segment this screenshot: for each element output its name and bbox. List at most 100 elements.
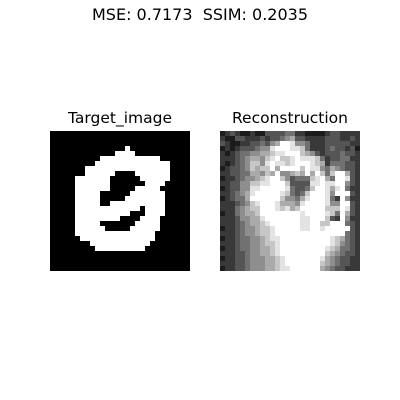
reconstruction-pixel (355, 266, 360, 271)
reconstruction-pixel (220, 221, 225, 226)
reconstruction-pixel (290, 246, 295, 251)
reconstruction-pixel (340, 266, 345, 271)
reconstruction-pixel (250, 201, 255, 206)
target-pixel (120, 206, 125, 211)
reconstruction-pixel (235, 196, 240, 201)
reconstruction-pixel (330, 266, 335, 271)
reconstruction-pixel (295, 241, 300, 246)
reconstruction-pixel (240, 186, 245, 191)
reconstruction-pixel (220, 256, 225, 261)
reconstruction-pixel (320, 146, 325, 151)
reconstruction-pixel (285, 156, 290, 161)
target-pixel (135, 201, 140, 206)
target-pixel (145, 241, 150, 246)
reconstruction-pixel (225, 251, 230, 256)
reconstruction-pixel (265, 206, 270, 211)
reconstruction-pixel (315, 231, 320, 236)
reconstruction-pixel (330, 166, 335, 171)
reconstruction-pixel (245, 191, 250, 196)
target-pixel (150, 221, 155, 226)
target-pixel (145, 221, 150, 226)
target-pixel (85, 166, 90, 171)
reconstruction-pixel (355, 221, 360, 226)
reconstruction-pixel (220, 241, 225, 246)
reconstruction-pixel (240, 241, 245, 246)
reconstruction-pixel (320, 251, 325, 256)
reconstruction-pixel (280, 201, 285, 206)
reconstruction-pixel (230, 256, 235, 261)
target-pixel (105, 211, 110, 216)
reconstruction-pixel (265, 151, 270, 156)
target-pixel (110, 236, 115, 241)
target-pixel (160, 161, 165, 166)
target-pixel (80, 231, 85, 236)
reconstruction-pixel (235, 246, 240, 251)
reconstruction-pixel (240, 151, 245, 156)
reconstruction-pixel (240, 181, 245, 186)
reconstruction-pixel (285, 186, 290, 191)
reconstruction-pixel (255, 181, 260, 186)
reconstruction-pixel (290, 241, 295, 246)
reconstruction-pixel (330, 241, 335, 246)
reconstruction-pixel (245, 186, 250, 191)
target-pixel (155, 226, 160, 231)
reconstruction-pixel (315, 141, 320, 146)
reconstruction-pixel (230, 131, 235, 136)
reconstruction-pixel (255, 256, 260, 261)
target-pixel (160, 176, 165, 181)
reconstruction-pixel (355, 136, 360, 141)
target-pixel (85, 211, 90, 216)
reconstruction-pixel (305, 146, 310, 151)
reconstruction-pixel (245, 226, 250, 231)
reconstruction-pixel (295, 166, 300, 171)
reconstruction-pixel (220, 226, 225, 231)
target-pixel (85, 236, 90, 241)
reconstruction-pixel (285, 201, 290, 206)
target-pixel (135, 231, 140, 236)
reconstruction-pixel (230, 241, 235, 246)
reconstruction-pixel (265, 226, 270, 231)
target-pixel (100, 156, 105, 161)
target-pixel (155, 176, 160, 181)
target-pixel (80, 226, 85, 231)
reconstruction-pixel (310, 256, 315, 261)
reconstruction-pixel (230, 146, 235, 151)
reconstruction-pixel (280, 246, 285, 251)
target-pixel (110, 246, 115, 251)
target-pixel (140, 231, 145, 236)
reconstruction-pixel (310, 191, 315, 196)
reconstruction-pixel (275, 266, 280, 271)
reconstruction-pixel (315, 181, 320, 186)
reconstruction-pixel (290, 186, 295, 191)
target-pixel (85, 206, 90, 211)
reconstruction-pixel (275, 226, 280, 231)
reconstruction-pixel (275, 241, 280, 246)
reconstruction-pixel (230, 166, 235, 171)
reconstruction-pixel (250, 256, 255, 261)
reconstruction-pixel (300, 216, 305, 221)
reconstruction-pixel (255, 261, 260, 266)
reconstruction-pixel (355, 261, 360, 266)
reconstruction-pixel (295, 146, 300, 151)
target-pixel (145, 171, 150, 176)
reconstruction-pixel (310, 206, 315, 211)
reconstruction-pixel (340, 181, 345, 186)
target-pixel (155, 206, 160, 211)
reconstruction-pixel (345, 156, 350, 161)
reconstruction-pixel (335, 181, 340, 186)
reconstruction-pixel (235, 236, 240, 241)
reconstruction-pixel (285, 226, 290, 231)
reconstruction-pixel (235, 131, 240, 136)
reconstruction-pixel (255, 171, 260, 176)
reconstruction-pixel (305, 226, 310, 231)
target-pixel (145, 211, 150, 216)
reconstruction-pixel (230, 211, 235, 216)
reconstruction-pixel (225, 211, 230, 216)
reconstruction-pixel (265, 241, 270, 246)
target-pixel (75, 186, 80, 191)
target-pixel (150, 231, 155, 236)
reconstruction-pixel (280, 216, 285, 221)
reconstruction-pixel (285, 161, 290, 166)
reconstruction-pixel (330, 236, 335, 241)
reconstruction-pixel (325, 196, 330, 201)
